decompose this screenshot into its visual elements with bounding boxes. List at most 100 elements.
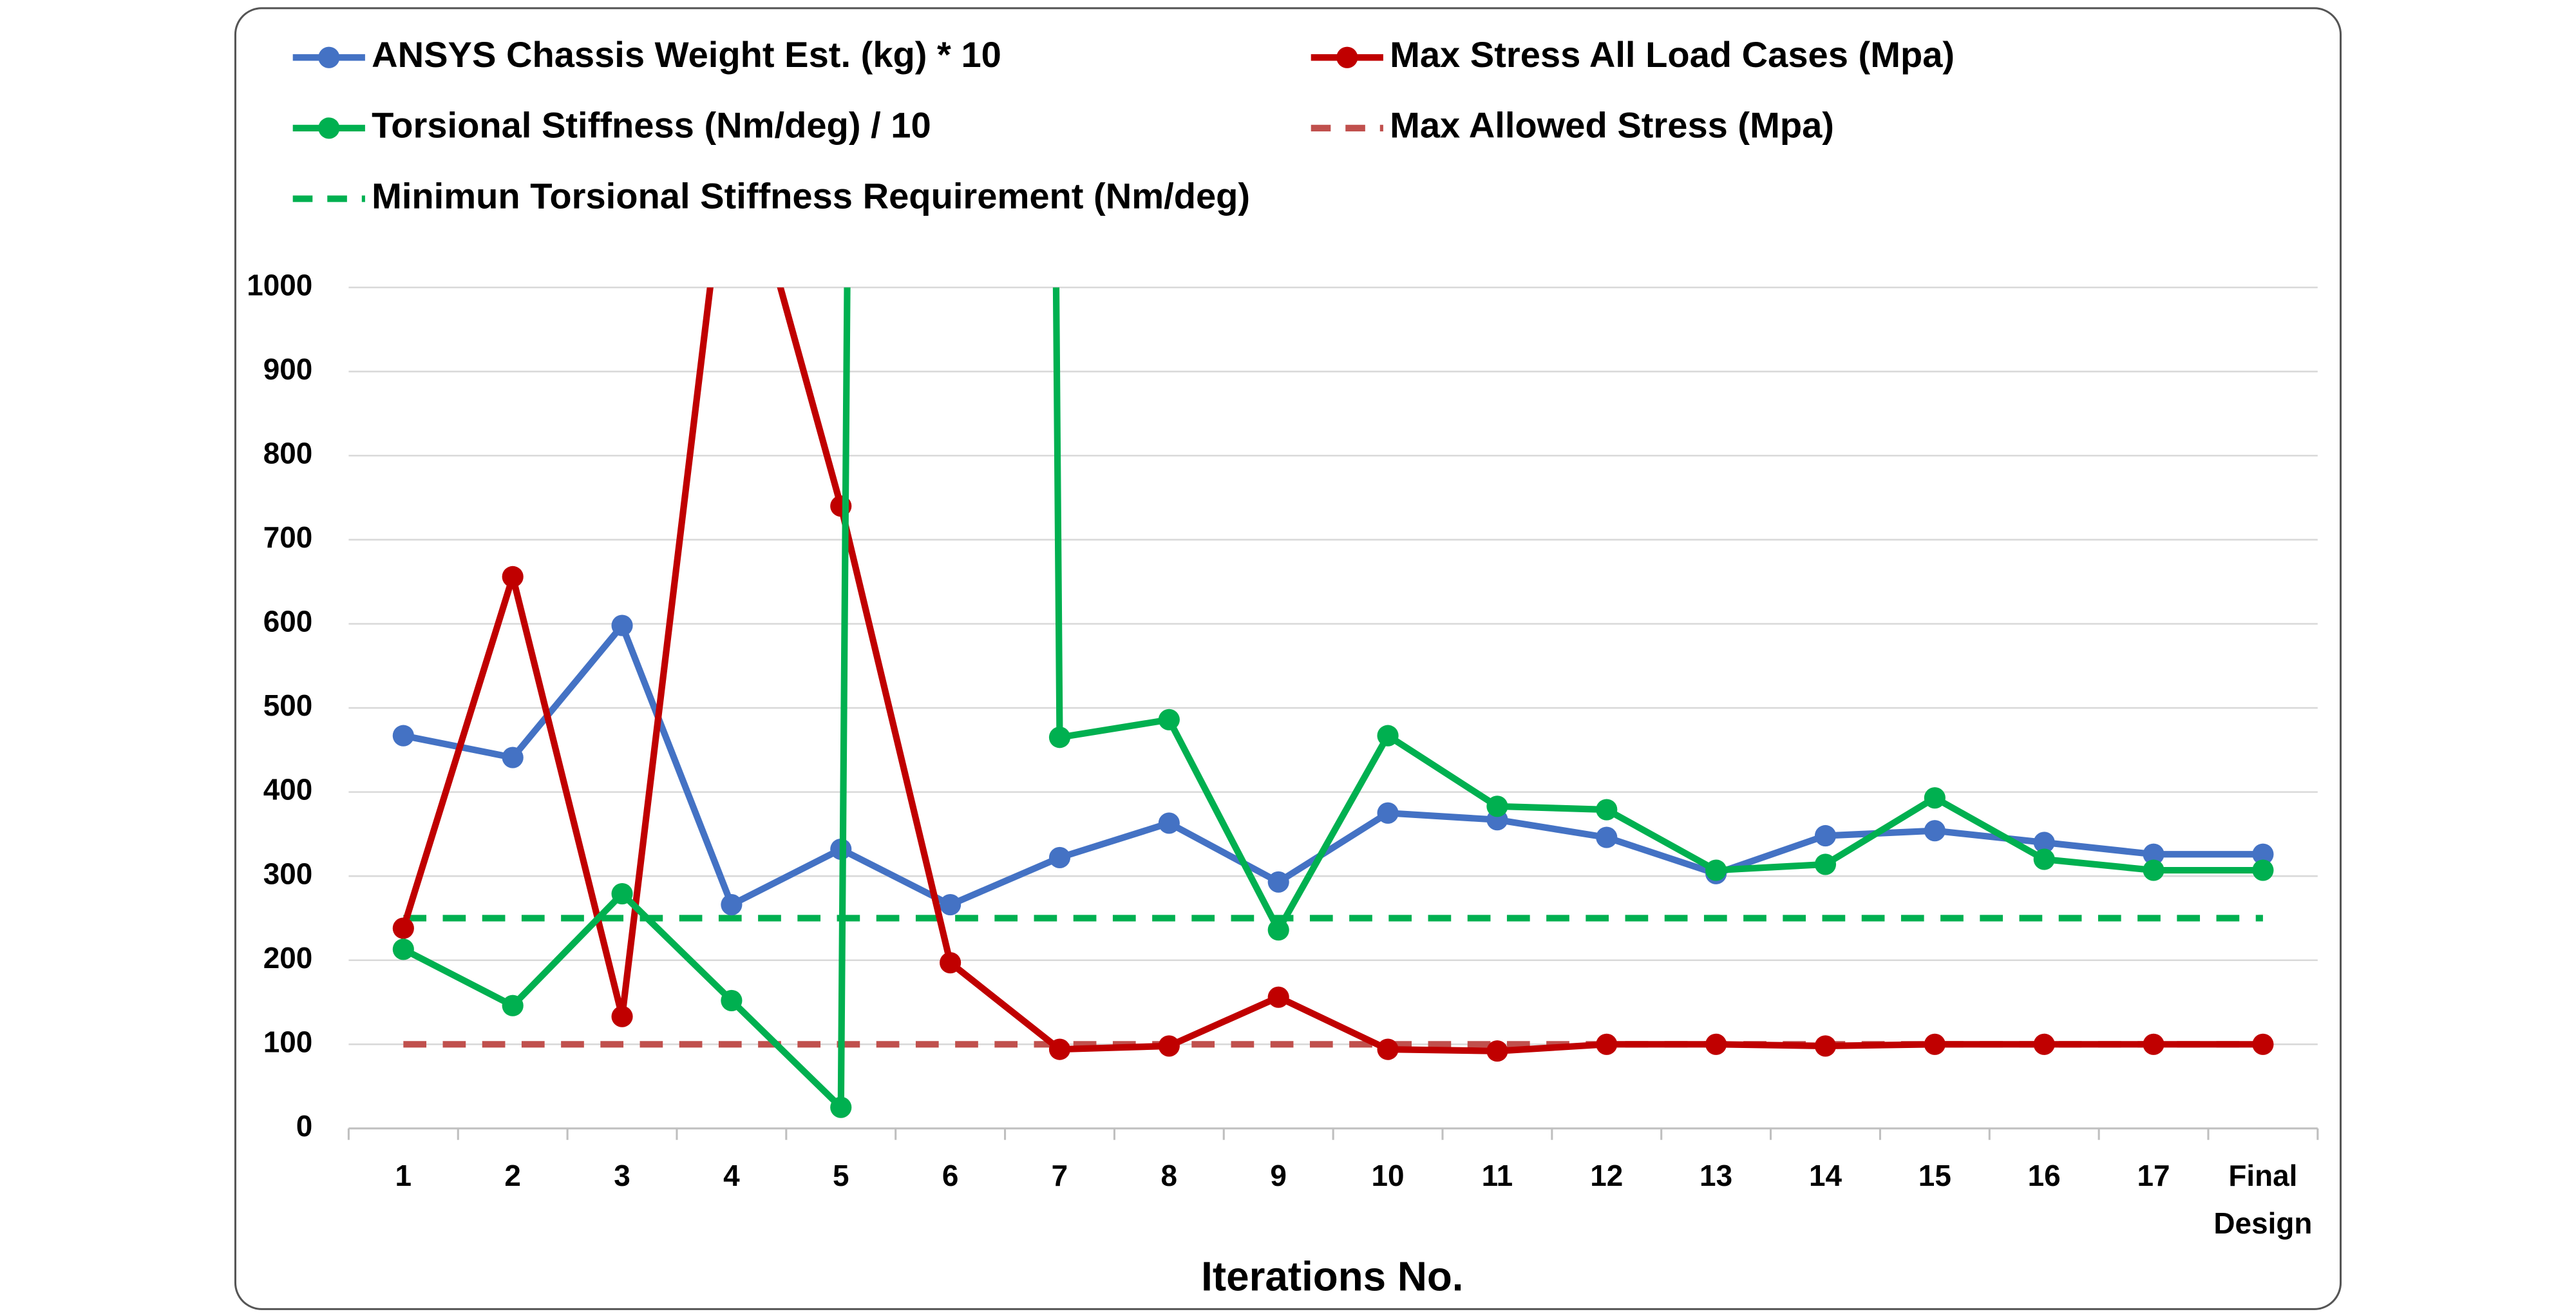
data-point	[611, 1005, 633, 1027]
data-point	[1158, 812, 1180, 834]
data-point	[1377, 802, 1399, 824]
y-tick-label: 400	[263, 773, 313, 806]
data-point	[1814, 853, 1837, 875]
y-tick-label: 200	[263, 941, 313, 975]
data-point	[1486, 1040, 1508, 1062]
data-point	[1596, 1033, 1618, 1055]
x-tick-slot: 11	[1481, 1159, 1513, 1193]
data-point	[502, 747, 524, 768]
series-line	[402, 622, 2263, 908]
data-point	[1596, 799, 1618, 821]
x-tick-slot: 9	[1270, 1159, 1287, 1193]
data-point	[2143, 843, 2164, 865]
x-tick-label: 9	[1270, 1159, 1287, 1193]
data-point	[1924, 820, 1946, 842]
legend-marker	[1336, 46, 1358, 68]
y-tick-label: 700	[263, 520, 313, 554]
x-tick-label: 6	[942, 1159, 959, 1193]
x-tick-slot: 17	[2137, 1159, 2170, 1193]
x-tick-slot: 15	[1918, 1159, 1951, 1193]
x-tick-label: 14	[1808, 1159, 1842, 1193]
data-point	[940, 893, 961, 916]
x-tick-slot: Final Design	[2213, 1159, 2313, 1241]
data-point	[1705, 859, 1727, 881]
x-tick-slot: 16	[2027, 1159, 2061, 1193]
data-point	[2143, 1033, 2164, 1055]
data-point	[1924, 1033, 1946, 1055]
data-point	[392, 938, 414, 960]
data-point	[1048, 846, 1071, 869]
data-point	[1267, 919, 1289, 941]
data-point	[1158, 1035, 1180, 1057]
x-tick-slot: 13	[1700, 1159, 1733, 1193]
data-point	[1158, 709, 1180, 730]
y-tick-label: 800	[263, 436, 313, 470]
legend-marker	[318, 46, 340, 68]
data-point	[2252, 1033, 2274, 1055]
x-tick-slot: 1	[395, 1159, 412, 1193]
data-point	[1377, 1038, 1399, 1060]
x-axis-title: Iterations No.	[1201, 1253, 1463, 1299]
x-tick-label: Final Design	[2213, 1159, 2313, 1241]
x-tick-label: 17	[2137, 1159, 2170, 1193]
x-tick-label: 8	[1160, 1159, 1178, 1193]
chart-frame	[234, 7, 2342, 1310]
data-point	[611, 883, 633, 905]
data-point	[2033, 1033, 2055, 1055]
x-tick-label: 12	[1590, 1159, 1624, 1193]
x-tick-label: 13	[1700, 1159, 1733, 1193]
x-tick-label: 11	[1481, 1159, 1513, 1193]
y-tick-label: 500	[263, 689, 313, 722]
x-tick-label: 1	[395, 1159, 412, 1193]
legend-label: ANSYS Chassis Weight Est. (kg) * 10	[372, 34, 1001, 75]
data-point	[721, 893, 743, 916]
data-point	[1814, 824, 1837, 847]
data-point	[1377, 725, 1399, 747]
x-tick-label: 7	[1051, 1159, 1068, 1193]
data-point	[1486, 795, 1508, 817]
data-point	[611, 614, 633, 636]
data-point	[392, 917, 414, 939]
data-point	[1814, 1035, 1837, 1057]
x-tick-slot: 3	[614, 1159, 630, 1193]
x-tick-label: 3	[614, 1159, 630, 1193]
x-tick-slot: 2	[504, 1159, 521, 1193]
data-point	[1924, 787, 1946, 809]
data-point	[830, 1096, 852, 1118]
y-tick-label: 600	[263, 605, 313, 638]
series-line	[402, 287, 2263, 1111]
x-tick-slot: 12	[1590, 1159, 1624, 1193]
y-tick-label: 0	[296, 1109, 313, 1143]
x-tick-slot: 14	[1808, 1159, 1842, 1193]
data-point	[940, 952, 961, 974]
series-line	[400, 287, 2263, 1054]
legend-label: Torsional Stiffness (Nm/deg) / 10	[372, 105, 931, 146]
data-point	[2252, 859, 2274, 881]
y-tick-label: 100	[263, 1025, 313, 1058]
data-point	[2033, 848, 2055, 870]
data-point	[502, 566, 524, 587]
x-tick-label: 4	[723, 1159, 740, 1193]
y-tick-label: 300	[263, 857, 313, 890]
x-tick-slot: 10	[1371, 1159, 1405, 1193]
x-tick-slot: 6	[942, 1159, 959, 1193]
x-tick-slot: 4	[723, 1159, 740, 1193]
x-tick-label: 15	[1918, 1159, 1951, 1193]
x-tick-label: 16	[2027, 1159, 2061, 1193]
data-point	[392, 725, 414, 747]
plot-area	[392, 287, 2274, 1118]
x-tick-label: 2	[504, 1159, 521, 1193]
legend-marker	[318, 117, 340, 139]
legend-label: Max Stress All Load Cases (Mpa)	[1390, 34, 1955, 75]
x-tick-slot: 8	[1160, 1159, 1178, 1193]
data-point	[1048, 1038, 1071, 1060]
x-tick-label: 10	[1371, 1159, 1405, 1193]
x-tick-slot: 7	[1051, 1159, 1068, 1193]
legend-label: Max Allowed Stress (Mpa)	[1390, 105, 1834, 146]
data-point	[502, 995, 524, 1016]
data-point	[1267, 986, 1289, 1008]
data-point	[1048, 727, 1071, 748]
data-point	[2252, 843, 2274, 865]
